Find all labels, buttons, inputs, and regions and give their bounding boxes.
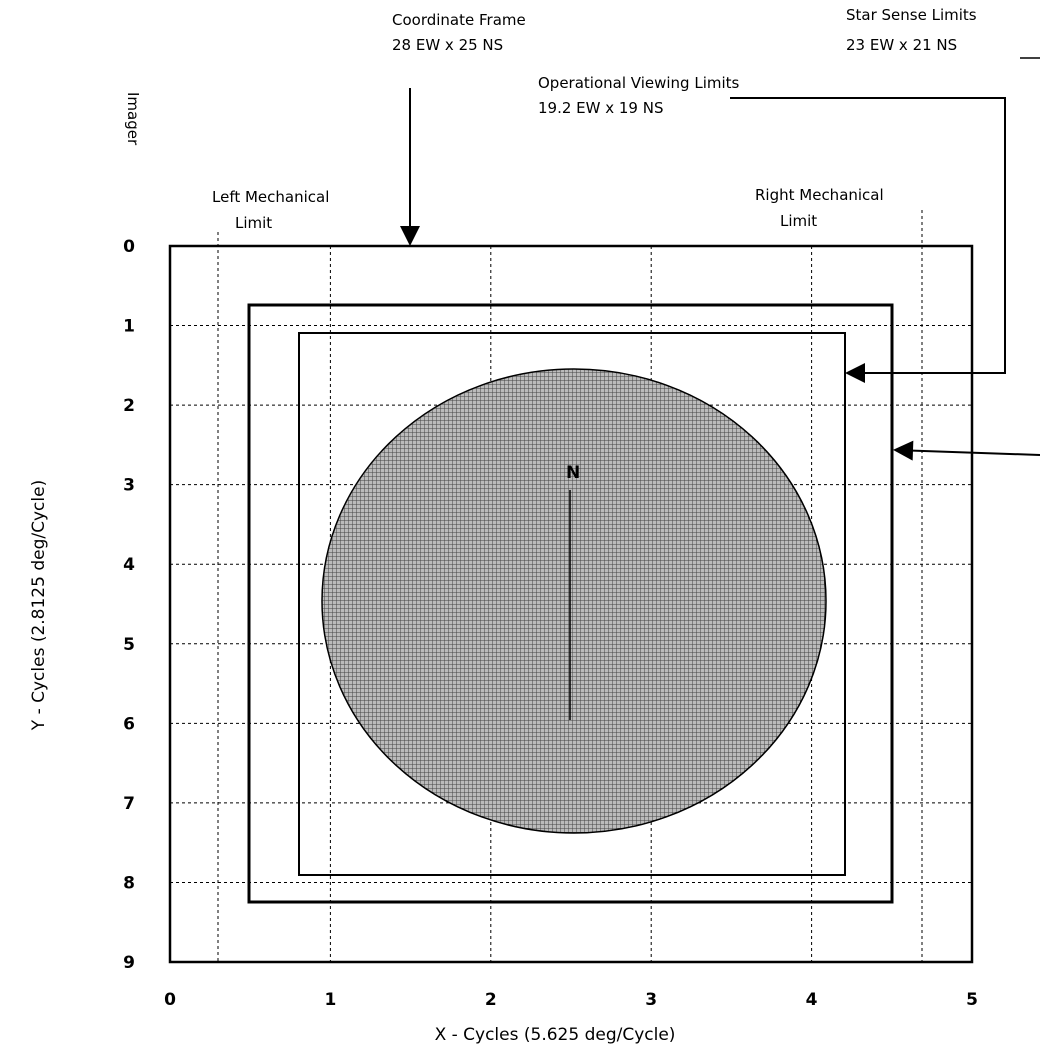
- diagram: N Coordinate Frame 28 EW x 25 NS Star Se…: [0, 0, 1040, 1055]
- arrow: [730, 98, 1005, 373]
- y-tick-label: 4: [123, 555, 135, 575]
- label: 23 EW x 21 NS: [846, 36, 957, 54]
- label: Coordinate Frame: [392, 11, 526, 29]
- y-tick-label: 2: [123, 396, 135, 416]
- x-tick-label: 0: [164, 990, 176, 1010]
- label: 28 EW x 25 NS: [392, 36, 503, 54]
- x-tick-label: 4: [806, 990, 818, 1010]
- y-tick-label: 7: [123, 794, 135, 814]
- y-tick-label: 6: [123, 714, 135, 734]
- y-tick-label: 8: [123, 873, 135, 893]
- y-tick-label: 0: [123, 237, 135, 257]
- label: Limit: [780, 212, 817, 230]
- x-axis-title: X - Cycles (5.625 deg/Cycle): [435, 1025, 676, 1045]
- y-tick-label: 5: [123, 635, 135, 655]
- label: 19.2 EW x 19 NS: [538, 99, 664, 117]
- label: Operational Viewing Limits: [538, 74, 740, 92]
- x-tick-label: 5: [966, 990, 978, 1010]
- x-tick-label: 2: [485, 990, 497, 1010]
- label: Left Mechanical: [212, 188, 329, 206]
- y-tick-label: 1: [123, 317, 135, 337]
- arrow: [895, 450, 1040, 455]
- y-tick-label: 3: [123, 476, 135, 496]
- x-tick-label: 1: [324, 990, 336, 1010]
- y-tick-label: 9: [123, 953, 135, 973]
- label: Right Mechanical: [755, 186, 884, 204]
- north-label: N: [566, 463, 580, 483]
- earth-disc: [322, 369, 826, 833]
- label: Star Sense Limits: [846, 6, 977, 24]
- label: Limit: [235, 214, 272, 232]
- label: Imager: [124, 92, 142, 146]
- y-axis-title: Y - Cycles (2.8125 deg/Cycle): [29, 480, 49, 731]
- x-tick-label: 3: [645, 990, 657, 1010]
